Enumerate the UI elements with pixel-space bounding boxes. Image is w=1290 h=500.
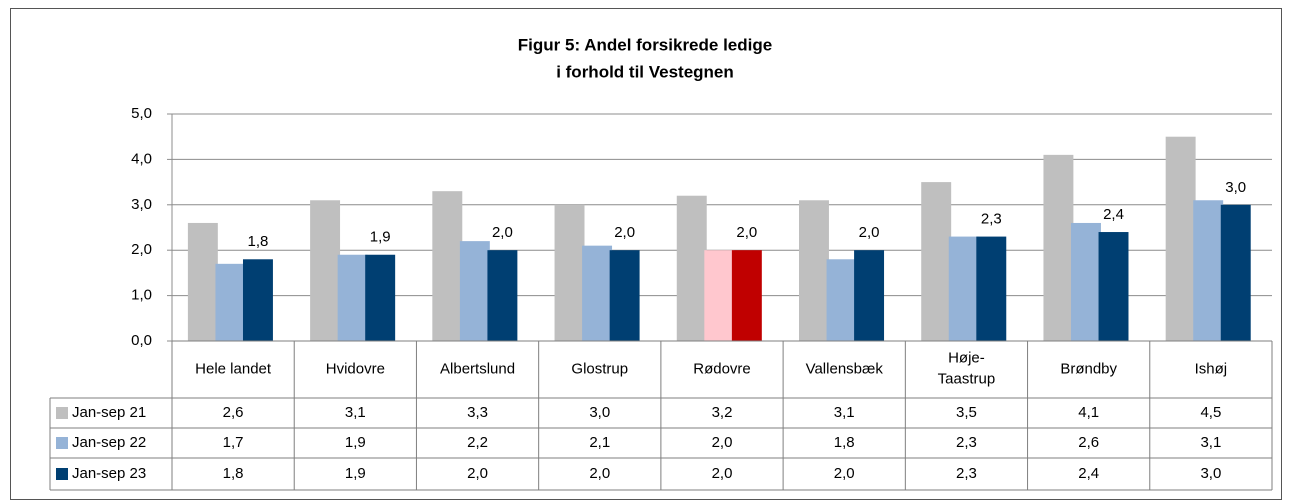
table-cell: 2,3 — [956, 434, 977, 451]
chart-title: Figur 5: Andel forsikrede ledige — [518, 35, 772, 54]
bar — [948, 236, 979, 341]
data-label: 1,9 — [370, 229, 391, 246]
table-cell: 4,1 — [1078, 404, 1099, 421]
table-cell: 2,0 — [712, 434, 733, 451]
table-cell: 3,1 — [345, 404, 366, 421]
y-tick-label: 2,0 — [131, 241, 152, 258]
bar — [242, 259, 273, 341]
bar — [1043, 154, 1074, 341]
bar — [799, 200, 829, 341]
bar — [365, 254, 396, 341]
table-cell: 3,1 — [1200, 434, 1221, 451]
y-tick-label: 3,0 — [131, 196, 152, 213]
table-cell: 1,9 — [345, 434, 366, 451]
table-cell: 3,3 — [467, 404, 488, 421]
table-cell: 1,9 — [345, 465, 366, 482]
table-cell: 2,2 — [467, 434, 488, 451]
legend-swatch — [56, 437, 68, 449]
table-cell: 2,0 — [467, 465, 488, 482]
table-cell: 1,8 — [834, 434, 855, 451]
table-cell: 2,6 — [223, 404, 244, 421]
table-cell: 3,0 — [589, 404, 610, 421]
bar — [704, 250, 735, 341]
table-cell: 1,7 — [223, 434, 244, 451]
data-label: 2,0 — [859, 224, 880, 241]
y-tick-label: 5,0 — [131, 105, 152, 122]
table-cell: 3,1 — [834, 404, 855, 421]
data-label: 3,0 — [1225, 179, 1246, 196]
table-cell: 3,2 — [712, 404, 733, 421]
data-label: 2,3 — [981, 211, 1002, 228]
table-cell: 4,5 — [1200, 404, 1221, 421]
category-label: Høje-Taastrup — [938, 349, 996, 387]
bar — [976, 236, 1007, 341]
bar — [487, 250, 518, 341]
table-cell: 2,3 — [956, 465, 977, 482]
chart-title: i forhold til Vestegnen — [556, 62, 734, 81]
bar — [854, 250, 885, 341]
category-label: Albertslund — [440, 360, 515, 377]
bar — [731, 250, 762, 341]
table-cell: 1,8 — [223, 465, 244, 482]
data-label: 2,0 — [736, 224, 757, 241]
legend-swatch — [56, 468, 68, 480]
bar — [215, 263, 246, 341]
bar — [582, 245, 613, 341]
category-label: Hvidovre — [326, 360, 385, 377]
legend-label: Jan-sep 22 — [72, 434, 146, 451]
bar — [826, 259, 857, 341]
table-cell: 2,0 — [589, 465, 610, 482]
category-label: Glostrup — [571, 360, 628, 377]
bar — [432, 191, 463, 341]
bar — [459, 241, 490, 341]
table-cell: 2,0 — [834, 465, 855, 482]
legend-swatch — [56, 407, 68, 419]
category-label: Rødovre — [693, 360, 751, 377]
category-label: Ishøj — [1195, 360, 1228, 377]
table-cell: 2,6 — [1078, 434, 1099, 451]
bar — [1165, 136, 1196, 341]
table-cell: 3,0 — [1200, 465, 1221, 482]
data-label: 1,8 — [248, 233, 269, 250]
category-label: Brøndby — [1060, 360, 1117, 377]
bar — [187, 222, 218, 341]
data-label: 2,0 — [492, 224, 513, 241]
bar — [609, 250, 640, 341]
legend-label: Jan-sep 23 — [72, 465, 146, 482]
bar — [554, 204, 585, 341]
y-tick-label: 4,0 — [131, 150, 152, 167]
bar — [1193, 200, 1224, 341]
bar — [337, 254, 368, 341]
bar — [1098, 232, 1129, 341]
y-tick-label: 0,0 — [131, 332, 152, 349]
bar — [1220, 204, 1251, 341]
data-label: 2,0 — [614, 224, 635, 241]
table-cell: 2,0 — [712, 465, 733, 482]
bar — [1070, 222, 1101, 341]
legend-label: Jan-sep 21 — [72, 404, 146, 421]
table-cell: 3,5 — [956, 404, 977, 421]
category-label: Vallensbæk — [806, 360, 884, 377]
table-cell: 2,1 — [589, 434, 610, 451]
table-cell: 2,4 — [1078, 465, 1099, 482]
category-label: Hele landet — [195, 360, 272, 377]
data-label: 2,4 — [1103, 206, 1124, 223]
bar — [310, 200, 341, 341]
bar — [921, 182, 952, 341]
bar — [676, 195, 707, 341]
y-tick-label: 1,0 — [131, 287, 152, 304]
